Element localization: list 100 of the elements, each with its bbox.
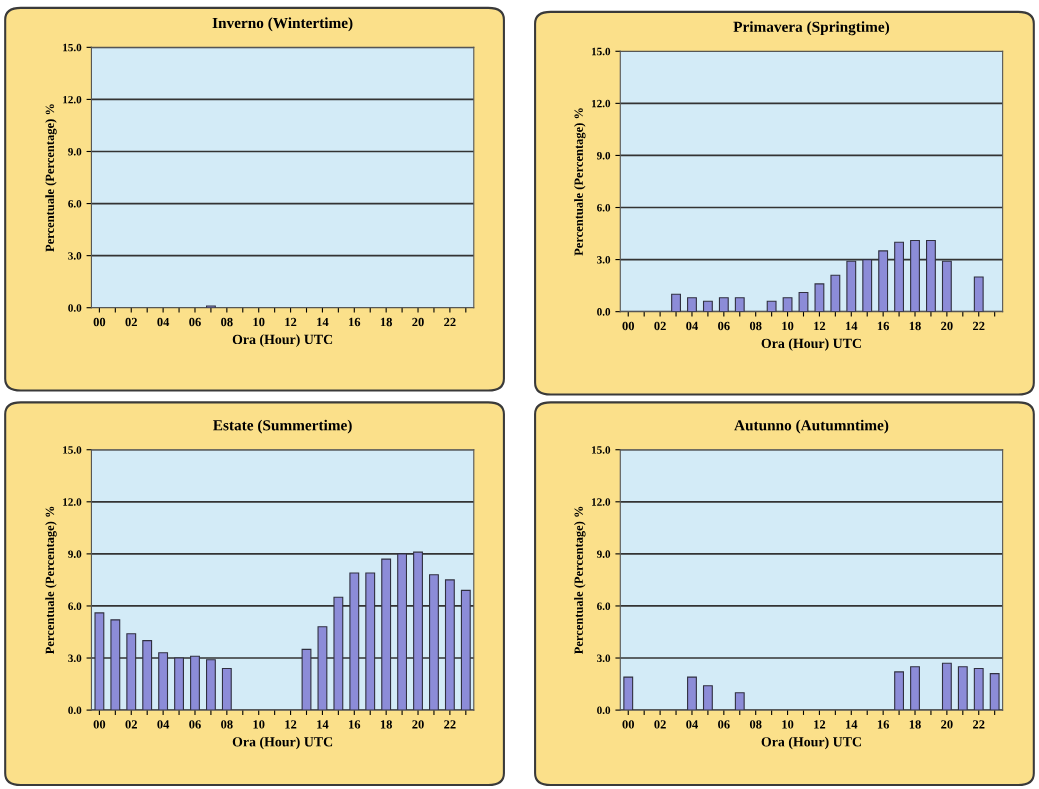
- x-axis-title: Ora (Hour) UTC: [232, 334, 333, 347]
- x-tick-label: 22: [444, 720, 456, 729]
- y-tick-label: 0.0: [597, 308, 611, 316]
- x-tick-label: 06: [189, 317, 201, 327]
- bar: [221, 667, 232, 711]
- bar: [190, 655, 200, 711]
- x-tick-label: 02: [125, 317, 137, 327]
- bar: [941, 662, 952, 711]
- bar: [718, 297, 729, 312]
- y-axis-title: Percentuale (Percentage) %: [574, 108, 586, 256]
- x-tick-label: 10: [782, 720, 794, 729]
- bar: [126, 633, 137, 711]
- bar: [734, 297, 745, 312]
- y-tick-label: 9.0: [596, 151, 611, 160]
- x-tick-label: 02: [654, 321, 666, 331]
- bar: [205, 659, 216, 711]
- y-tick-label: 3.0: [68, 654, 82, 663]
- bar: [365, 572, 376, 711]
- bar: [941, 260, 952, 312]
- x-tick-label: 02: [125, 720, 137, 729]
- bar: [317, 626, 328, 711]
- y-tick-label: 3.0: [597, 256, 611, 264]
- y-tick-label: 9.0: [596, 550, 611, 558]
- bar: [910, 239, 920, 312]
- x-tick-label: 16: [349, 317, 361, 327]
- y-tick-label: 9.0: [68, 550, 82, 558]
- bar: [429, 574, 439, 711]
- y-axis-title: Percentuale (Percentage) %: [45, 104, 57, 252]
- x-tick-label: 22: [973, 321, 985, 331]
- x-tick-label: 08: [221, 317, 233, 327]
- x-axis-title: Ora (Hour) UTC: [761, 338, 861, 351]
- bar: [846, 260, 857, 312]
- bar: [623, 676, 634, 711]
- bar: [174, 657, 184, 711]
- x-tick-label: 04: [686, 321, 698, 331]
- chart-title: Autunno (Autumntime): [734, 419, 889, 434]
- x-tick-label: 08: [221, 720, 233, 729]
- x-tick-label: 16: [877, 720, 890, 729]
- x-tick-label: 16: [349, 720, 361, 729]
- y-tick-label: 3.0: [68, 252, 82, 260]
- bar: [671, 293, 681, 312]
- x-axis-title: Ora (Hour) UTC: [232, 736, 333, 750]
- bar: [894, 241, 905, 312]
- x-tick-label: 18: [909, 720, 921, 729]
- x-tick-label: 14: [846, 321, 858, 331]
- x-tick-label: 16: [877, 321, 890, 331]
- bar: [301, 648, 312, 711]
- bar: [862, 259, 873, 312]
- bar: [687, 297, 697, 312]
- bar: [413, 551, 423, 711]
- bar: [830, 274, 841, 312]
- y-tick-label: 0.0: [68, 706, 82, 715]
- x-tick-label: 20: [412, 720, 424, 729]
- bar: [94, 612, 105, 711]
- bar: [687, 676, 697, 711]
- bar: [702, 300, 713, 312]
- y-tick-label: 15.0: [592, 47, 611, 56]
- bar: [878, 250, 889, 312]
- bar: [460, 589, 471, 711]
- x-tick-label: 08: [749, 321, 762, 331]
- x-tick-label: 20: [941, 720, 953, 729]
- y-tick-label: 12.0: [592, 498, 611, 506]
- chart-title: Estate (Summertime): [213, 419, 352, 434]
- y-tick-label: 0.0: [68, 304, 82, 312]
- bar: [397, 553, 408, 711]
- x-tick-label: 12: [814, 321, 826, 331]
- x-tick-label: 10: [253, 317, 265, 327]
- x-tick-label: 06: [718, 321, 730, 331]
- bar: [381, 558, 392, 711]
- y-tick-label: 15.0: [63, 43, 82, 52]
- y-tick-label: 15.0: [63, 446, 82, 454]
- y-tick-label: 0.0: [597, 706, 611, 715]
- x-tick-label: 04: [157, 720, 170, 729]
- bar: [894, 671, 905, 711]
- x-tick-label: 14: [846, 720, 858, 729]
- x-tick-label: 12: [285, 317, 297, 327]
- bar: [142, 640, 153, 711]
- x-tick-label: 20: [941, 321, 953, 331]
- y-tick-label: 3.0: [597, 654, 611, 663]
- y-tick-label: 9.0: [68, 147, 82, 156]
- x-tick-label: 18: [380, 720, 392, 729]
- x-tick-label: 20: [412, 317, 424, 327]
- y-tick-label: 6.0: [597, 203, 611, 212]
- x-tick-label: 06: [718, 720, 730, 729]
- bar: [734, 692, 745, 711]
- x-tick-label: 02: [654, 720, 666, 729]
- bar: [702, 685, 713, 711]
- bar: [766, 300, 777, 312]
- bar: [158, 652, 169, 711]
- chart-title: Inverno (Wintertime): [212, 17, 353, 32]
- y-tick-label: 12.0: [592, 99, 611, 108]
- x-axis-title: Ora (Hour) UTC: [761, 736, 861, 750]
- x-tick-label: 22: [444, 317, 456, 327]
- x-tick-label: 06: [189, 720, 201, 729]
- y-tick-label: 12.0: [63, 95, 82, 104]
- bar: [782, 297, 793, 312]
- y-tick-label: 12.0: [63, 498, 82, 506]
- y-tick-label: 6.0: [68, 200, 82, 208]
- x-tick-label: 04: [686, 720, 698, 729]
- x-tick-label: 00: [93, 720, 106, 729]
